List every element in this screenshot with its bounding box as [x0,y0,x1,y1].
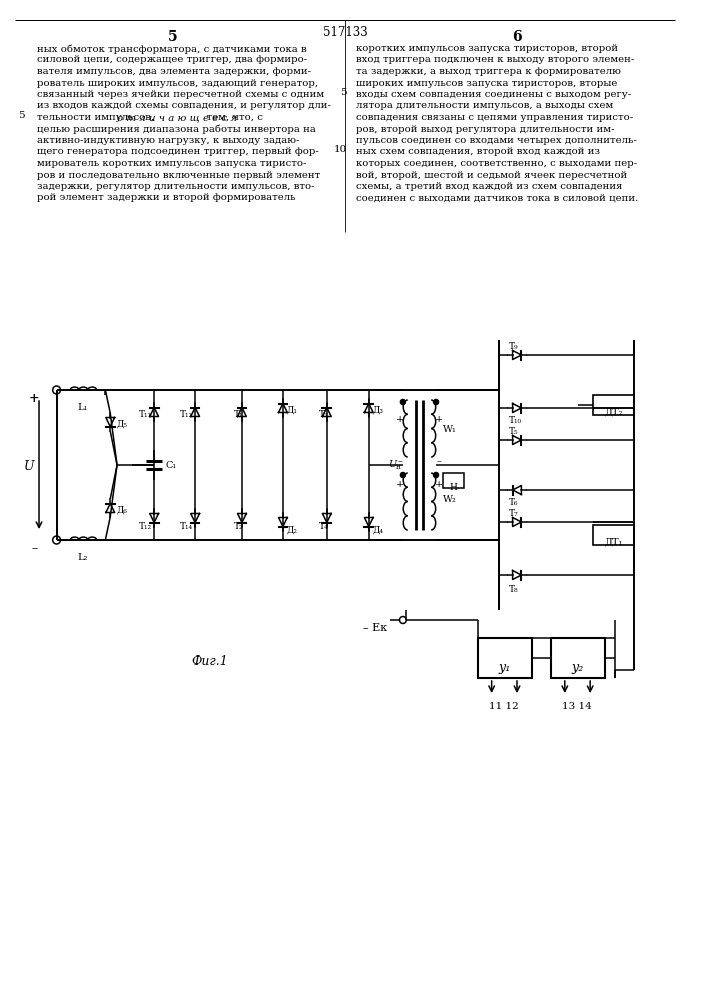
Text: 10: 10 [334,145,347,154]
Text: Д₂: Д₂ [287,526,298,535]
Text: +: + [396,415,404,424]
Text: 5: 5 [340,88,346,97]
Text: мирователь коротких импульсов запуска тиристо-: мирователь коротких импульсов запуска ти… [37,159,306,168]
Text: н: н [395,463,400,471]
Text: тельности импульсов,: тельности импульсов, [37,113,160,122]
Text: +: + [396,480,404,489]
Text: ДТ₁: ДТ₁ [604,538,623,547]
Text: L₁: L₁ [78,403,88,412]
Text: схемы, а третий вход каждой из схем совпадения: схемы, а третий вход каждой из схем совп… [356,182,622,191]
Text: тем, что, с: тем, что, с [200,113,263,122]
Text: T₆: T₆ [509,498,519,507]
Text: –: – [397,457,402,466]
Text: вателя импульсов, два элемента задержки, форми-: вателя импульсов, два элемента задержки,… [37,67,311,76]
Text: 5: 5 [18,111,25,120]
Text: +: + [29,392,40,405]
Text: T₁: T₁ [234,410,244,419]
Bar [593,525,634,545]
Text: 5: 5 [168,30,177,44]
Text: T₉: T₉ [509,342,519,351]
Circle shape [400,399,405,404]
Text: Д₁: Д₁ [287,406,298,415]
Text: лятора длительности импульсов, а выходы схем: лятора длительности импульсов, а выходы … [356,102,613,110]
Text: та задержки, а выход триггера к формирователю: та задержки, а выход триггера к формиров… [356,67,621,76]
Text: Д₄: Д₄ [373,526,384,535]
Text: задержки, регулятор длительности импульсов, вто-: задержки, регулятор длительности импульс… [37,182,315,191]
Text: о т л и ч а ю щ е е с я: о т л и ч а ю щ е е с я [117,113,237,122]
Text: вход триггера подключен к выходу второго элемен-: вход триггера подключен к выходу второго… [356,55,634,64]
Text: –: – [436,457,441,466]
Text: T₅: T₅ [509,427,519,436]
Text: Фиг.1: Фиг.1 [192,655,228,668]
Text: – Eк: – Eк [363,623,387,633]
Text: входы схем совпадения соединены с выходом регу-: входы схем совпадения соединены с выходо… [356,90,631,99]
Text: вой, второй, шестой и седьмой ячеек пересчетной: вой, второй, шестой и седьмой ячеек пере… [356,170,627,180]
Text: T₈: T₈ [509,585,519,594]
Text: 6: 6 [512,30,522,44]
Text: W₁: W₁ [443,425,457,434]
Text: рователь широких импульсов, задающий генератор,: рователь широких импульсов, задающий ген… [37,79,318,88]
Text: W₂: W₂ [443,495,457,504]
Text: L₂: L₂ [78,553,88,562]
Text: T₁₂: T₁₂ [139,522,151,531]
Circle shape [433,399,438,404]
Text: Д₅: Д₅ [116,420,127,429]
Text: –: – [31,542,37,555]
Text: T₁₀: T₁₀ [509,416,522,425]
Text: +: + [435,480,443,489]
Text: C₁: C₁ [166,461,177,470]
Text: Н: Н [450,483,457,492]
Text: широких импульсов запуска тиристоров, вторые: широких импульсов запуска тиристоров, вт… [356,79,617,88]
Text: +: + [435,415,443,424]
Text: 11 12: 11 12 [489,702,518,711]
Text: у₁: у₁ [498,661,510,674]
Circle shape [433,473,438,478]
Bar [593,395,634,415]
Text: T₄: T₄ [319,522,329,531]
Text: из входов каждой схемы совпадения, и регулятор дли-: из входов каждой схемы совпадения, и рег… [37,102,331,110]
Circle shape [400,473,405,478]
Text: T₁₄: T₁₄ [180,522,192,531]
Text: целью расширения диапазона работы инвертора на: целью расширения диапазона работы инверт… [37,124,316,134]
Bar [478,638,532,678]
Text: U: U [24,460,35,473]
Text: U: U [388,460,397,469]
Text: пульсов соединен со входами четырех дополнитель-: пульсов соединен со входами четырех допо… [356,136,637,145]
Bar [443,473,464,488]
Text: связанный через ячейки пересчетной схемы с одним: связанный через ячейки пересчетной схемы… [37,90,325,99]
Text: совпадения связаны с цепями управления тиристо-: совпадения связаны с цепями управления т… [356,113,633,122]
Text: соединен с выходами датчиков тока в силовой цепи.: соединен с выходами датчиков тока в сило… [356,194,638,202]
Text: ных схем совпадения, второй вход каждой из: ных схем совпадения, второй вход каждой … [356,147,600,156]
Text: T₁₃: T₁₃ [180,410,192,419]
Text: T₇: T₇ [509,509,519,518]
Text: Д₃: Д₃ [373,406,384,415]
Text: щего генератора подсоединен триггер, первый фор-: щего генератора подсоединен триггер, пер… [37,147,319,156]
Text: рой элемент задержки и второй формирователь: рой элемент задержки и второй формироват… [37,194,296,202]
Text: T₃: T₃ [319,410,329,419]
Text: активно-индуктивную нагрузку, к выходу задаю-: активно-индуктивную нагрузку, к выходу з… [37,136,300,145]
Text: 517133: 517133 [323,26,368,39]
Text: у₂: у₂ [571,661,583,674]
Text: T₁₁: T₁₁ [139,410,151,419]
Text: ных обмоток трансформатора, с датчиками тока в: ных обмоток трансформатора, с датчиками … [37,44,307,53]
Text: T₂: T₂ [234,522,244,531]
Text: Д₆: Д₆ [116,506,127,515]
Text: которых соединен, соответственно, с выходами пер-: которых соединен, соответственно, с выхо… [356,159,637,168]
Text: ров, второй выход регулятора длительности им-: ров, второй выход регулятора длительност… [356,124,614,133]
Text: 13 14: 13 14 [562,702,592,711]
Text: коротких импульсов запуска тиристоров, второй: коротких импульсов запуска тиристоров, в… [356,44,618,53]
Text: силовой цепи, содержащее триггер, два формиро-: силовой цепи, содержащее триггер, два фо… [37,55,308,64]
Bar [551,638,604,678]
Text: ДТ₂: ДТ₂ [604,408,623,417]
Text: ров и последовательно включенные первый элемент: ров и последовательно включенные первый … [37,170,320,180]
